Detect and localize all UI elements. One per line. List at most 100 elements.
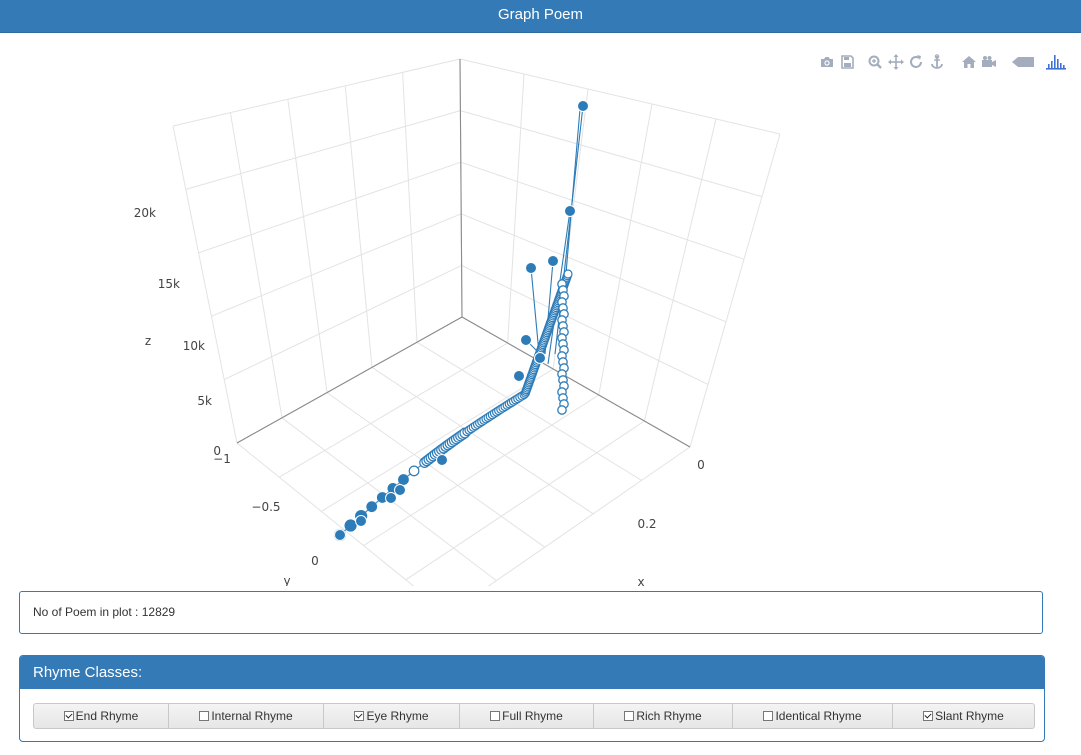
data-point (563, 269, 573, 279)
data-point (577, 100, 589, 112)
z-tick-label: 0 (213, 444, 221, 458)
x-axis-title: x (637, 575, 644, 586)
grid-line (172, 125, 238, 444)
turntable-rotation-icon[interactable] (928, 53, 946, 71)
grid-line (460, 161, 745, 260)
rhyme-classes-panel: Rhyme Classes: End Rhyme Internal Rhyme … (19, 655, 1045, 742)
app-title-bar: Graph Poem (0, 0, 1081, 33)
grid-line (461, 264, 709, 385)
axis-line (459, 58, 463, 318)
checkbox-icon[interactable] (763, 711, 774, 721)
data-point (557, 405, 567, 415)
checkbox-icon[interactable] (354, 711, 365, 721)
save-icon[interactable] (838, 53, 856, 71)
grid-line (211, 213, 462, 317)
page-title: Graph Poem (497, 6, 584, 23)
y-tick-label: 0 (311, 554, 319, 568)
grid-line (185, 110, 461, 190)
data-point (355, 515, 367, 527)
poem-count-text: No of Poem in plot : 12829 (33, 605, 175, 619)
poem-count-label: No of Poem in plot : (33, 605, 139, 619)
data-point (436, 454, 448, 466)
rhyme-toggle-label: Rich Rhyme (636, 709, 702, 723)
poem-count-value: 12829 (141, 605, 176, 619)
rhyme-toggle-full[interactable]: Full Rhyme (459, 703, 594, 729)
grid-line (321, 368, 554, 512)
grid-line (371, 366, 594, 515)
z-axis-title: z (145, 334, 151, 348)
data-point (525, 262, 537, 274)
checkbox-icon[interactable] (923, 711, 934, 721)
scatter3d-plot[interactable]: 0 5k 10k 15k 20k z −1 −0.5 0 y 0 0.2 x (0, 34, 1081, 586)
z-tick-label: 20k (134, 206, 156, 220)
grid-line (236, 442, 415, 586)
rhyme-toggle-label: Internal Rhyme (211, 709, 293, 723)
grid-line (287, 99, 328, 393)
checkbox-icon[interactable] (624, 711, 635, 721)
data-point (334, 529, 346, 541)
rhyme-toggle-label: Eye Rhyme (366, 709, 429, 723)
data-point (564, 205, 576, 217)
x-tick-label: 0 (697, 458, 705, 472)
camera-icon[interactable] (818, 53, 836, 71)
grid-line (402, 72, 418, 343)
grid-line (326, 392, 546, 548)
grid-line (507, 73, 525, 344)
grid-line (689, 133, 781, 448)
axis-tick-labels: 0 5k 10k 15k 20k z −1 −0.5 0 y 0 0.2 x (134, 206, 705, 586)
grid-line (416, 341, 642, 481)
data-point (534, 352, 546, 364)
home-icon[interactable] (960, 53, 978, 71)
checkbox-icon[interactable] (199, 711, 210, 721)
grid-line (223, 264, 462, 381)
z-tick-label: 10k (183, 339, 205, 353)
grid-line (172, 58, 461, 127)
grid-line (487, 446, 691, 586)
grid-line (405, 420, 645, 581)
x-tick-label: 0.2 (637, 517, 656, 531)
zoom-icon[interactable] (866, 53, 884, 71)
data-point (547, 255, 559, 267)
checkbox-icon[interactable] (63, 711, 74, 721)
rhyme-toggle-label: Slant Rhyme (935, 709, 1004, 723)
grid-line (461, 213, 727, 323)
z-tick-label: 15k (158, 277, 180, 291)
trace-line (339, 273, 569, 536)
grid-line (598, 103, 653, 396)
data-trace[interactable] (333, 100, 589, 542)
grid-line (459, 58, 781, 135)
rhyme-toggle-internal[interactable]: Internal Rhyme (168, 703, 324, 729)
video-camera-icon[interactable] (980, 53, 998, 71)
data-point (520, 334, 532, 346)
rhyme-toggle-identical[interactable]: Identical Rhyme (732, 703, 893, 729)
data-point (344, 519, 357, 532)
z-tick-label: 5k (197, 394, 212, 408)
data-point (398, 474, 409, 485)
rhyme-toggle-end[interactable]: End Rhyme (33, 703, 169, 729)
rhyme-class-toggle-group: End Rhyme Internal Rhyme Eye Rhyme Full … (33, 703, 1035, 729)
grid-line (344, 85, 373, 368)
axis-line (236, 316, 463, 444)
grid-line (198, 161, 461, 254)
rhyme-toggle-slant[interactable]: Slant Rhyme (892, 703, 1035, 729)
poem-count-panel: No of Poem in plot : 12829 (19, 591, 1043, 634)
rhyme-toggle-rich[interactable]: Rich Rhyme (593, 703, 733, 729)
grid-line (278, 342, 508, 478)
pan-icon[interactable] (887, 53, 905, 71)
data-point (385, 492, 397, 504)
orbit-rotation-icon[interactable] (907, 53, 925, 71)
rhyme-toggle-eye[interactable]: Eye Rhyme (323, 703, 460, 729)
checkbox-icon[interactable] (490, 711, 501, 721)
rhyme-toggle-label: End Rhyme (75, 709, 139, 723)
rhyme-classes-heading: Rhyme Classes: (20, 656, 1044, 689)
axis-line (461, 316, 691, 448)
plotly-logo-icon[interactable] (1044, 53, 1068, 71)
grid-line (460, 110, 763, 198)
y-tick-label: −0.5 (251, 500, 280, 514)
data-point (366, 501, 378, 513)
grid-line (363, 394, 600, 547)
hover-tag-icon[interactable] (1011, 53, 1035, 71)
y-axis-title: y (283, 574, 290, 586)
plot-canvas[interactable]: 0 5k 10k 15k 20k z −1 −0.5 0 y 0 0.2 x (0, 34, 1081, 586)
grid-line (643, 118, 717, 422)
